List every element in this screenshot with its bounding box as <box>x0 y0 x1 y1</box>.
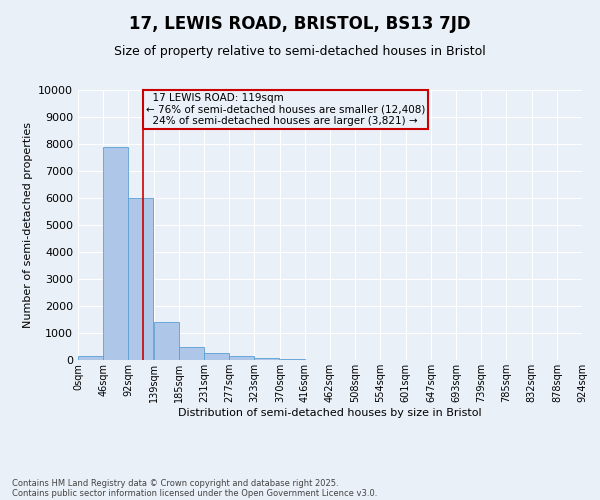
Text: Contains public sector information licensed under the Open Government Licence v3: Contains public sector information licen… <box>12 488 377 498</box>
Y-axis label: Number of semi-detached properties: Number of semi-detached properties <box>23 122 32 328</box>
Bar <box>254 358 279 360</box>
Text: 17, LEWIS ROAD, BRISTOL, BS13 7JD: 17, LEWIS ROAD, BRISTOL, BS13 7JD <box>129 15 471 33</box>
X-axis label: Distribution of semi-detached houses by size in Bristol: Distribution of semi-detached houses by … <box>178 408 482 418</box>
Text: 17 LEWIS ROAD: 119sqm
← 76% of semi-detached houses are smaller (12,408)
  24% o: 17 LEWIS ROAD: 119sqm ← 76% of semi-deta… <box>146 92 425 126</box>
Text: Contains HM Land Registry data © Crown copyright and database right 2025.: Contains HM Land Registry data © Crown c… <box>12 478 338 488</box>
Bar <box>78 356 103 360</box>
Bar <box>280 358 305 360</box>
Bar <box>229 356 254 360</box>
Bar <box>204 353 229 360</box>
Bar <box>179 346 204 360</box>
Bar <box>154 322 179 360</box>
Bar <box>103 146 128 360</box>
Text: Size of property relative to semi-detached houses in Bristol: Size of property relative to semi-detach… <box>114 45 486 58</box>
Bar <box>128 198 153 360</box>
